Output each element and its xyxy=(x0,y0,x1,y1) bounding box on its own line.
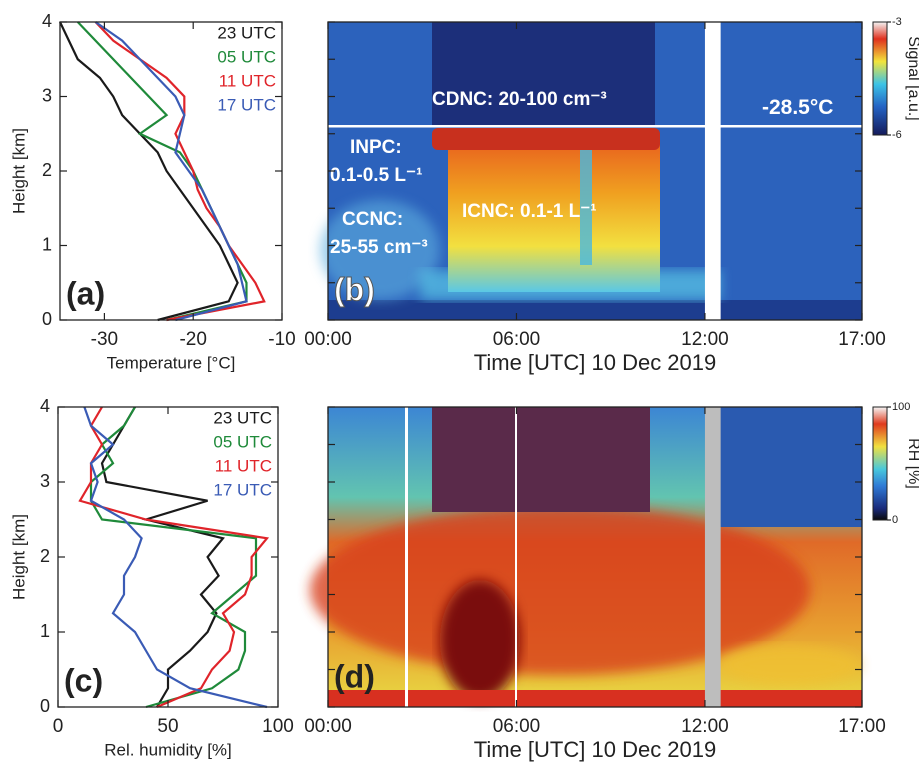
colorbar-tick-label: -6 xyxy=(892,129,902,141)
panel-d-image xyxy=(310,407,862,707)
x-tick-label: 06:00 xyxy=(493,329,541,350)
background xyxy=(720,645,860,685)
colorbar-tick-label: 100 xyxy=(892,401,910,413)
colorbar xyxy=(872,406,888,521)
y-tick-label: 4 xyxy=(40,396,50,416)
colorbar xyxy=(872,21,888,136)
colorbar-label: RH [%] xyxy=(905,438,919,489)
background xyxy=(405,407,408,707)
data-gap xyxy=(704,22,721,320)
profile-line xyxy=(100,406,225,708)
x-axis-label: Time [UTC] 10 Dec 2019 xyxy=(474,350,717,375)
profile-line xyxy=(59,21,239,322)
panel-label: (d) xyxy=(334,658,375,694)
profile-line xyxy=(83,406,268,709)
legend-entry: 05 UTC xyxy=(217,47,276,66)
background xyxy=(432,22,655,126)
x-tick-label: 00:00 xyxy=(304,716,352,737)
y-tick-label: 0 xyxy=(42,309,52,329)
legend-entry: 05 UTC xyxy=(213,432,272,451)
background xyxy=(448,140,660,292)
x-tick-label: 00:00 xyxy=(304,329,352,350)
legend-entry: 17 UTC xyxy=(213,480,272,499)
panel-b-image xyxy=(320,22,862,320)
x-tick-label: 12:00 xyxy=(681,329,729,350)
legend-entry: 23 UTC xyxy=(213,408,272,427)
annotation: 25-55 cm⁻³ xyxy=(330,237,428,258)
background xyxy=(720,407,862,527)
profile-line xyxy=(78,406,270,709)
annotation: CDNC: 20-100 cm⁻³ xyxy=(432,89,607,110)
colorbar-tick-label: -3 xyxy=(892,16,902,28)
y-axis-label: Height [km] xyxy=(9,514,28,600)
y-tick-label: 1 xyxy=(40,621,50,641)
y-tick-label: 1 xyxy=(42,234,52,254)
background xyxy=(310,505,810,675)
x-tick-label: -20 xyxy=(179,329,206,350)
annotation: CCNC: xyxy=(342,209,403,230)
y-tick-label: 3 xyxy=(40,471,50,491)
x-tick-label: 12:00 xyxy=(681,716,729,737)
profile-line xyxy=(94,21,248,322)
annotation: INPC: xyxy=(350,137,402,158)
background xyxy=(320,200,440,300)
profile-line xyxy=(89,406,258,709)
legend-entry: 11 UTC xyxy=(219,71,276,90)
x-tick-label: -10 xyxy=(268,329,295,350)
data-gap xyxy=(704,407,721,707)
x-axis-label: Temperature [°C] xyxy=(107,353,236,372)
background xyxy=(432,407,650,512)
panel-label: (a) xyxy=(66,275,105,311)
y-tick-label: 0 xyxy=(40,696,50,716)
y-tick-label: 4 xyxy=(42,11,52,31)
x-tick-label: 17:00 xyxy=(838,329,886,350)
x-axis-label: Rel. humidity [%] xyxy=(104,740,232,759)
background xyxy=(515,407,517,707)
y-tick-label: 2 xyxy=(42,160,52,180)
colorbar-label: Signal [a.u.] xyxy=(905,36,919,121)
y-tick-label: 3 xyxy=(42,85,52,105)
x-tick-label: 0 xyxy=(53,716,64,737)
x-tick-label: 100 xyxy=(262,716,294,737)
legend-entry: 17 UTC xyxy=(217,95,276,114)
background xyxy=(440,580,520,700)
colorbar-tick-label: 0 xyxy=(892,514,898,526)
panel-label: (c) xyxy=(64,662,103,698)
annotation: 0.1-0.5 L⁻¹ xyxy=(330,165,422,186)
x-axis-label: Time [UTC] 10 Dec 2019 xyxy=(474,737,717,762)
x-tick-label: 50 xyxy=(157,716,178,737)
legend-entry: 23 UTC xyxy=(217,23,276,42)
x-tick-label: -30 xyxy=(91,329,118,350)
legend-entry: 11 UTC xyxy=(215,456,272,475)
x-tick-label: 17:00 xyxy=(838,716,886,737)
background xyxy=(328,690,862,707)
background xyxy=(432,128,660,150)
y-tick-label: 2 xyxy=(40,546,50,566)
profile-line xyxy=(94,21,266,322)
background xyxy=(328,300,862,320)
background xyxy=(580,145,592,265)
isotherm-label: -28.5°C xyxy=(762,96,833,119)
panel-label: (b) xyxy=(334,271,375,307)
annotation: ICNC: 0.1-1 L⁻¹ xyxy=(462,201,597,222)
y-axis-label: Height [km] xyxy=(9,128,28,214)
x-tick-label: 06:00 xyxy=(493,716,541,737)
